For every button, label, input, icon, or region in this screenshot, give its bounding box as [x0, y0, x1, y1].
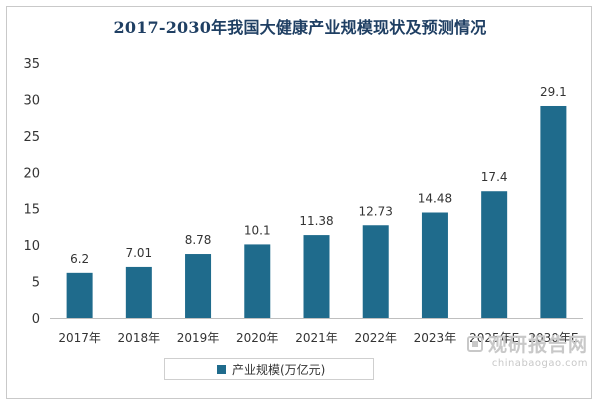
watermark: 观研报告网 chinabaogao.com [466, 330, 588, 369]
x-tick-label: 2021年 [295, 331, 338, 345]
y-tick-label: 10 [23, 239, 40, 254]
bar [362, 225, 389, 318]
data-label: 11.38 [299, 214, 333, 228]
data-label: 12.73 [359, 204, 393, 218]
chart-title: 2017-2030年我国大健康产业规模现状及预测情况 [113, 18, 487, 37]
x-tick-label: 2023年 [414, 331, 457, 345]
data-label: 29.1 [540, 85, 567, 99]
data-label: 10.1 [244, 223, 271, 237]
chart-legend: 产业规模(万亿元) [164, 358, 374, 380]
y-tick-label: 5 [32, 276, 40, 291]
x-tick-label: 2018年 [118, 331, 161, 345]
bar [66, 272, 93, 318]
bar [481, 191, 508, 318]
data-label: 7.01 [125, 246, 152, 260]
x-tick-label: 2020年 [236, 331, 279, 345]
watermark-url: chinabaogao.com [491, 358, 588, 369]
y-tick-label: 15 [23, 203, 40, 218]
bar [421, 212, 448, 318]
bar [303, 235, 330, 318]
y-tick-label: 0 [32, 312, 40, 327]
x-tick-label: 2022年 [354, 331, 397, 345]
bar [244, 244, 271, 318]
legend-swatch [217, 364, 226, 374]
legend-label: 产业规模(万亿元) [232, 362, 326, 377]
bar [125, 266, 152, 318]
y-tick-label: 35 [23, 57, 40, 72]
data-label: 6.2 [70, 252, 89, 266]
y-tick-label: 25 [23, 130, 40, 145]
bar [540, 105, 567, 318]
y-tick-label: 30 [23, 93, 40, 108]
data-label: 8.78 [185, 233, 212, 247]
data-label: 17.4 [481, 170, 508, 184]
x-tick-label: 2017年 [58, 331, 101, 345]
bar [185, 254, 212, 318]
x-tick-label: 2030年E [528, 331, 578, 345]
watermark-brand: 观研报告网 [487, 334, 588, 356]
brand-logo-icon [466, 335, 483, 352]
x-tick-label: 2019年 [177, 331, 220, 345]
data-label: 14.48 [418, 192, 452, 206]
y-tick-label: 20 [23, 166, 40, 181]
